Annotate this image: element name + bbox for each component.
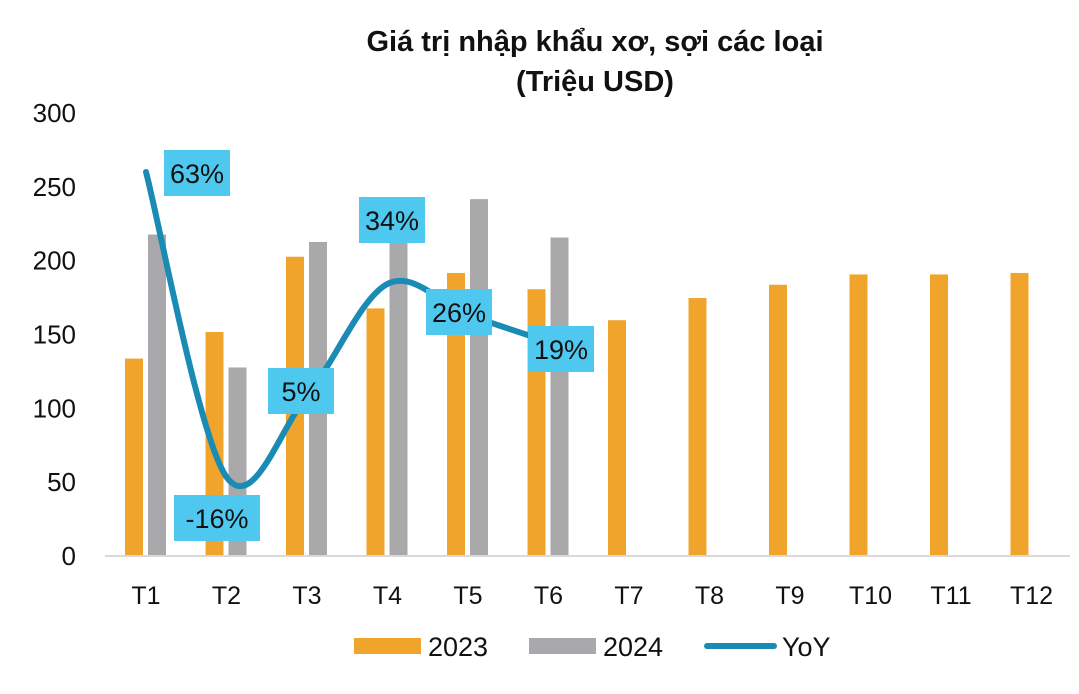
yoy-data-label: 26% <box>432 298 486 328</box>
bar-2024-T5 <box>470 199 488 555</box>
bar-2023-T12 <box>1010 272 1029 555</box>
yoy-data-label: 63% <box>170 159 224 189</box>
y-tick-label: 50 <box>47 467 76 497</box>
bar-2023-T5 <box>447 272 465 555</box>
yoy-label-box <box>268 368 334 414</box>
chart-title-line2: (Triệu USD) <box>516 66 674 98</box>
yoy-label-box <box>426 289 492 335</box>
bar-2024-T6 <box>550 237 569 555</box>
y-tick-label: 0 <box>62 541 76 571</box>
x-tick-label: T3 <box>292 582 321 610</box>
yoy-label-box <box>164 150 230 196</box>
chart-title-line1: Giá trị nhập khẩu xơ, sợi các loại <box>366 26 824 58</box>
bar-2023-T7 <box>608 320 626 555</box>
y-tick-label: 250 <box>33 172 76 202</box>
yoy-data-label: -16% <box>185 504 248 534</box>
bar-2023-T11 <box>930 274 948 555</box>
x-tick-label: T6 <box>534 582 563 610</box>
bar-2023-T9 <box>769 284 787 555</box>
x-tick-label: T12 <box>1010 582 1053 610</box>
yoy-label-box <box>528 326 594 372</box>
bar-2023-T4 <box>366 308 385 555</box>
yoy-label-box <box>359 197 425 243</box>
legend-label-2024: 2024 <box>603 632 663 662</box>
bar-2023-T1 <box>125 358 143 555</box>
x-tick-label: T7 <box>614 582 643 610</box>
x-tick-label: T2 <box>212 582 241 610</box>
bar-2023-T10 <box>849 274 868 555</box>
x-tick-label: T4 <box>373 582 402 610</box>
yoy-data-label: 19% <box>534 335 588 365</box>
legend-label-yoy: YoY <box>782 632 831 662</box>
x-tick-label: T9 <box>775 582 804 610</box>
legend-swatch-2023 <box>354 638 421 654</box>
x-tick-label: T11 <box>930 582 971 610</box>
bar-2024-T1 <box>148 234 166 555</box>
legend-swatch-2024 <box>529 638 596 654</box>
bar-2023-T8 <box>688 298 707 555</box>
yoy-data-label: 34% <box>365 206 419 236</box>
bar-2024-T4 <box>389 224 408 555</box>
y-tick-label: 200 <box>33 246 76 276</box>
yoy-data-label: 5% <box>281 377 320 407</box>
y-tick-label: 150 <box>33 320 76 350</box>
x-tick-label: T5 <box>453 582 482 610</box>
x-tick-label: T8 <box>695 582 724 610</box>
x-tick-label: T1 <box>131 582 160 610</box>
yoy-label-box <box>174 495 260 541</box>
x-tick-label: T10 <box>849 582 892 610</box>
y-tick-label: 300 <box>33 98 76 128</box>
legend-label-2023: 2023 <box>428 632 488 662</box>
y-tick-label: 100 <box>33 393 76 423</box>
